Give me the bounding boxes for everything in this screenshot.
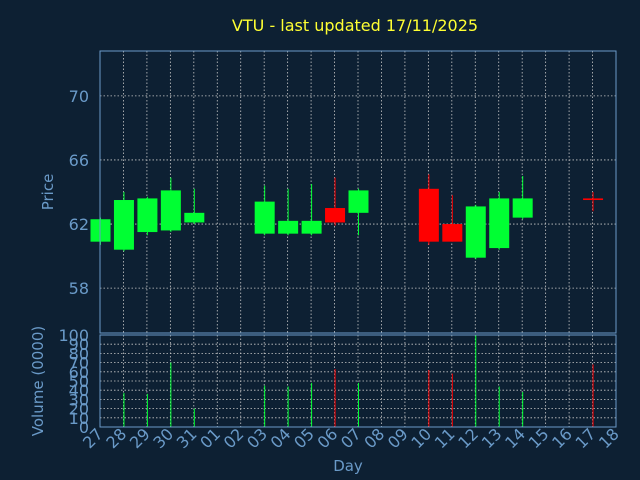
volume-tick-label: 100 [58,326,89,345]
volume-tick-label: 90 [69,335,89,354]
x-tick-label: 18 [595,424,623,452]
price-panel-frame [99,50,617,334]
volume-tick-label: 30 [69,390,89,409]
price-panel: 58 62 66 70 [69,50,617,334]
volume-axis-label: Volume (0000) [29,326,47,436]
volume-tick-label: 60 [69,363,89,382]
candle-body [418,188,439,242]
volume-tick-label: 10 [69,409,89,428]
volume-tick-label: 0 [79,418,89,437]
candle-body [348,190,369,213]
candle-body [442,224,463,242]
candle-body [489,198,510,249]
volume-tick-label: 80 [69,344,89,363]
price-tick-label: 66 [69,151,89,170]
candle-body [137,198,158,233]
x-axis-label: Day [333,457,363,475]
candle-body [160,190,181,231]
price-tick-label: 70 [69,87,89,106]
price-tick-label: 58 [69,279,89,298]
x-axis: 2728293031010203040506070809101112131415… [79,424,623,452]
price-axis-label: Price [39,174,57,211]
candle-body [583,198,604,201]
candle-body [184,212,205,223]
chart-title: VTU - last updated 17/11/2025 [232,16,478,35]
volume-tick-label: 40 [69,381,89,400]
candle-body [301,220,322,234]
candle-body [512,198,533,218]
volume-tick-label: 50 [69,372,89,391]
candle-body [113,200,134,250]
candle-body [465,206,486,258]
candle-body [278,220,299,234]
volume-tick-label: 20 [69,400,89,419]
candle-body [254,201,275,234]
price-tick-label: 62 [69,215,89,234]
volume-tick-label: 70 [69,354,89,373]
volume-panel-frame [99,334,617,428]
candle-body [325,208,346,223]
